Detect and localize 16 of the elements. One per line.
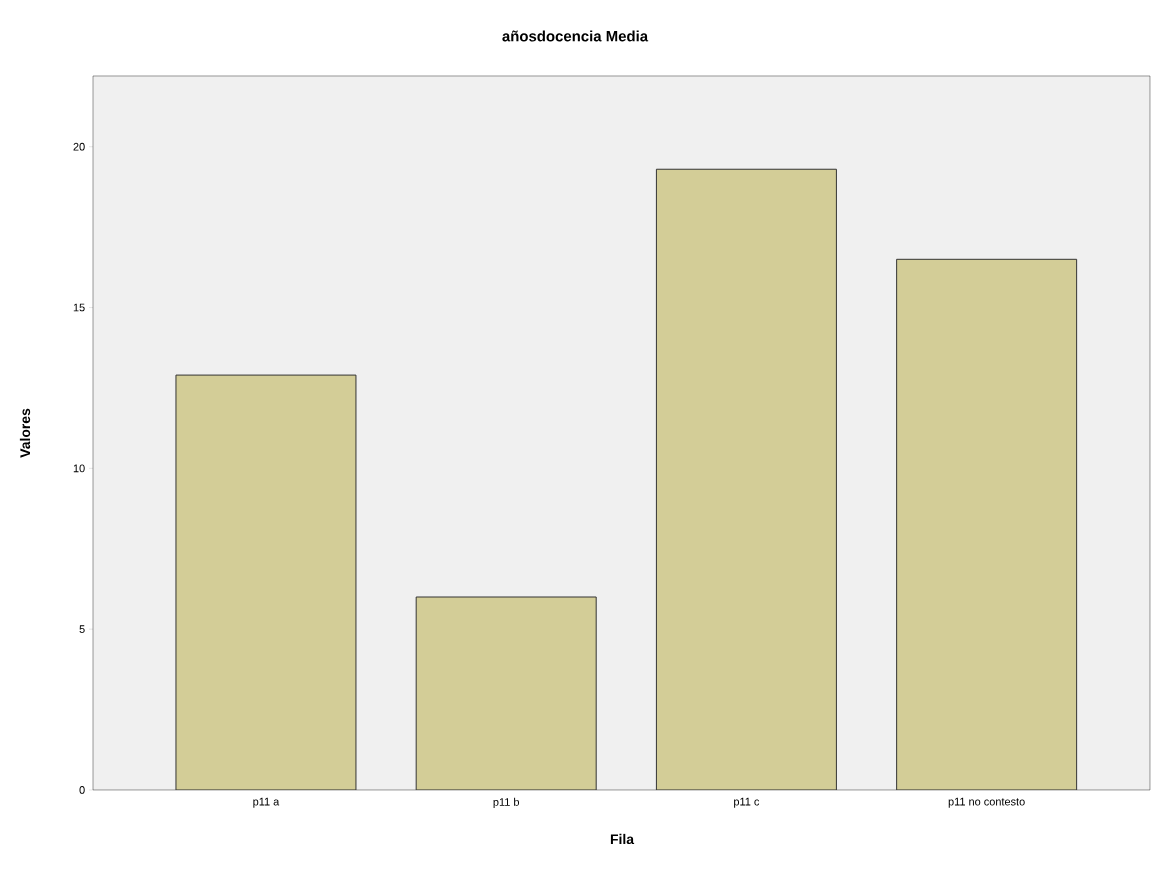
y-tick-label: 5 [79, 625, 85, 633]
y-tick-label: 15 [73, 303, 85, 312]
bar [175, 374, 357, 790]
y-tick-label: 0 [79, 786, 85, 794]
x-tick-label: p11 c [734, 797, 760, 808]
bar [655, 168, 837, 790]
y-axis-title: Valores [19, 408, 31, 458]
y-tick-label: 10 [73, 464, 85, 473]
y-tick-label: 20 [73, 142, 85, 151]
bar [416, 597, 597, 790]
x-tick-label: p11 a [253, 797, 280, 808]
bar [896, 258, 1078, 790]
chart-title: añosdocencia Media [502, 30, 649, 42]
x-tick-label: p11 no contesto [948, 797, 1025, 808]
x-tick-label: p11 b [493, 797, 520, 809]
x-axis-title: Fila [610, 833, 635, 845]
